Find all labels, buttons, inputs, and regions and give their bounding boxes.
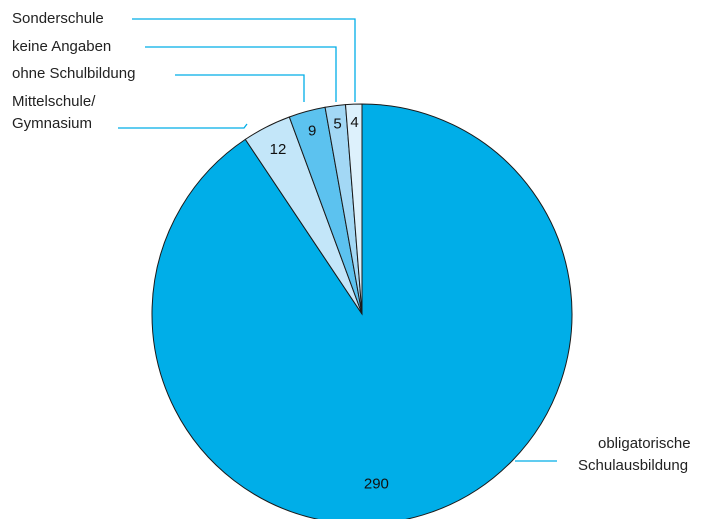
- slice-value-keine-angaben: 5: [333, 116, 341, 133]
- pie-slice-sonderschule: [344, 103, 363, 315]
- leader-line-mittelschule-gymnasium: [118, 123, 248, 129]
- slice-value-obligatorische-schulausbildung: 290: [364, 475, 389, 492]
- slice-value-sonderschule: 4: [350, 114, 358, 131]
- slice-label-ohne-schulbildung: ohne Schulbildung: [12, 65, 135, 82]
- slice-labels: obligatorische Schulausbildung Mittelschul…: [12, 10, 691, 474]
- slice-values: 290 12 9 5 4: [270, 114, 389, 492]
- slice-value-ohne-schulbildung: 9: [308, 123, 316, 140]
- leader-lines: [118, 18, 557, 462]
- slice-label-obligatorische-schulausbildung: obligatorische Schulausbildung: [578, 435, 691, 474]
- leader-line-ohne-schulbildung: [175, 74, 305, 102]
- pie-slice-obligatorische-schulausbildung: [151, 103, 573, 519]
- leader-line-sonderschule: [132, 18, 356, 102]
- slice-value-mittelschule-gymnasium: 12: [270, 141, 287, 158]
- slice-label-keine-angaben: keine Angaben: [12, 38, 111, 55]
- pie-slices: [151, 103, 573, 519]
- slice-label-mittelschule-gymnasium: Mittelschule/Gymnasium: [12, 93, 96, 132]
- leader-line-keine-angaben: [145, 46, 337, 102]
- slice-label-sonderschule: Sonderschule: [12, 10, 104, 27]
